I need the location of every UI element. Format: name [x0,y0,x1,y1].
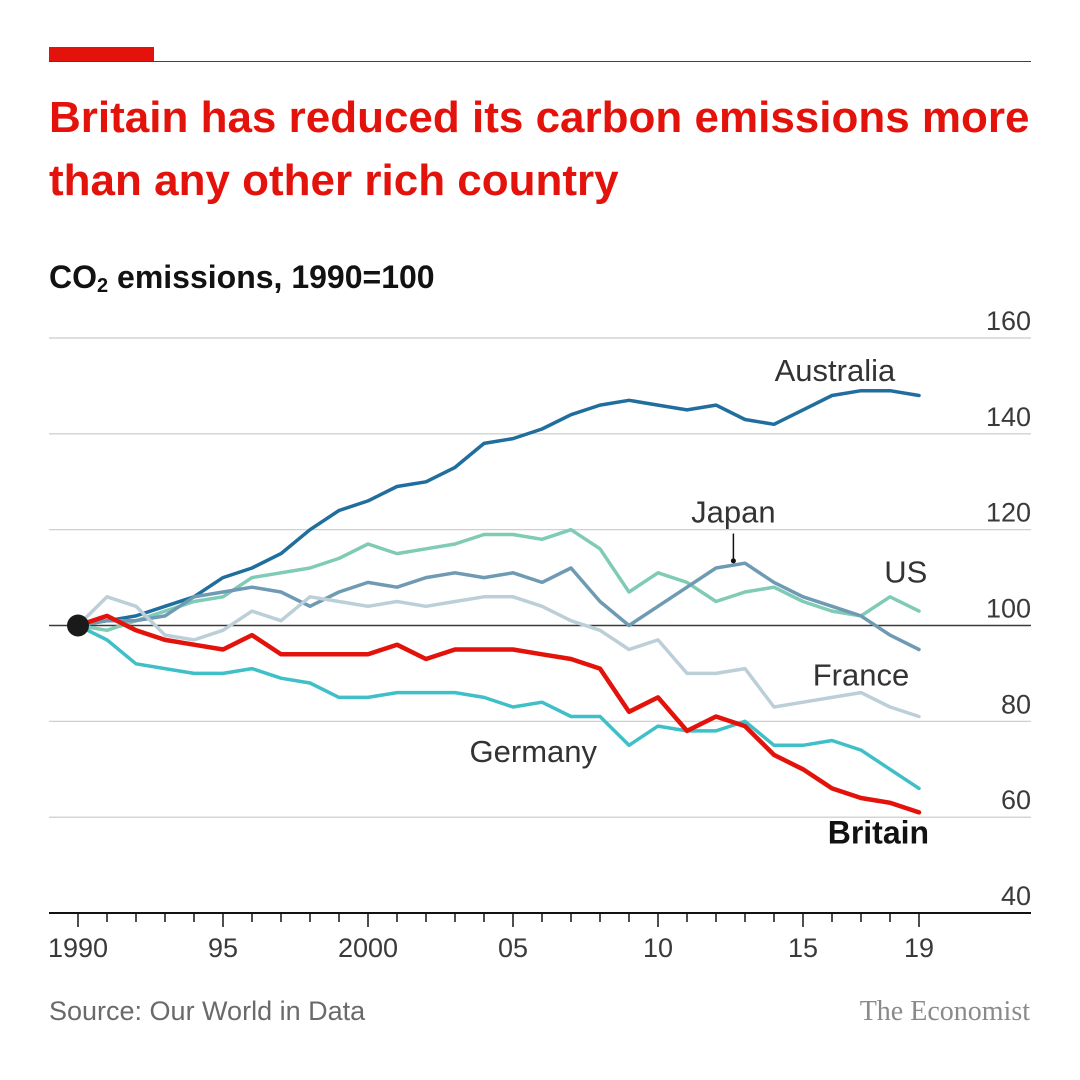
y-tick-label-140: 140 [986,402,1031,432]
series-line-britain [75,613,922,815]
series-label-japan: Japan [691,494,775,529]
y-tick-label-100: 100 [986,594,1031,624]
x-tick-label-15: 15 [788,933,818,963]
headline: Britain has reduced its carbon emissions… [49,93,1030,205]
subtitle-main: CO [49,259,97,295]
series-line-us [76,527,921,633]
series-label-france: France [813,657,909,692]
y-tick-label-160: 160 [986,306,1031,336]
series-label-britain: Britain [828,815,929,851]
source-note: Source: Our World in Data [49,996,366,1026]
x-tick-label-1990: 1990 [48,933,108,963]
x-tick-label-10: 10 [643,933,673,963]
series-label-us: US [884,554,927,589]
brand-logo: The Economist [859,996,1030,1027]
japan-callout-dot [730,558,736,564]
y-tick-label-40: 40 [1001,881,1031,911]
x-tick-label-05: 05 [498,933,528,963]
axis-layer: 160 140 120 100 80 60 40 1990 95 2000 05 10 15 19 [48,306,1031,963]
y-tick-label-120: 120 [986,498,1031,528]
x-tick-label-19: 19 [904,933,934,963]
series-layer [67,388,922,815]
y-tick-label-60: 60 [1001,785,1031,815]
series-line-japan [76,561,921,652]
brand-tag [49,47,154,61]
subtitle-subscript: 2 [97,275,109,297]
label-layer: Australia Japan US France Germany Britain [470,353,930,850]
series-line-france [76,595,921,719]
series-label-australia: Australia [775,353,896,388]
top-rule [49,61,1031,62]
base-year-marker [67,614,89,637]
series-line-australia [76,388,921,628]
chart-subtitle: CO2 emissions, 1990=100 [49,259,435,298]
x-tick-label-2000: 2000 [338,933,398,963]
grid-layer [49,337,1031,818]
y-tick-label-80: 80 [1001,689,1031,719]
x-tick-label-95: 95 [208,933,238,963]
series-line-germany [76,623,921,791]
subtitle-rest: emissions, 1990=100 [108,259,435,295]
series-label-germany: Germany [470,734,598,769]
